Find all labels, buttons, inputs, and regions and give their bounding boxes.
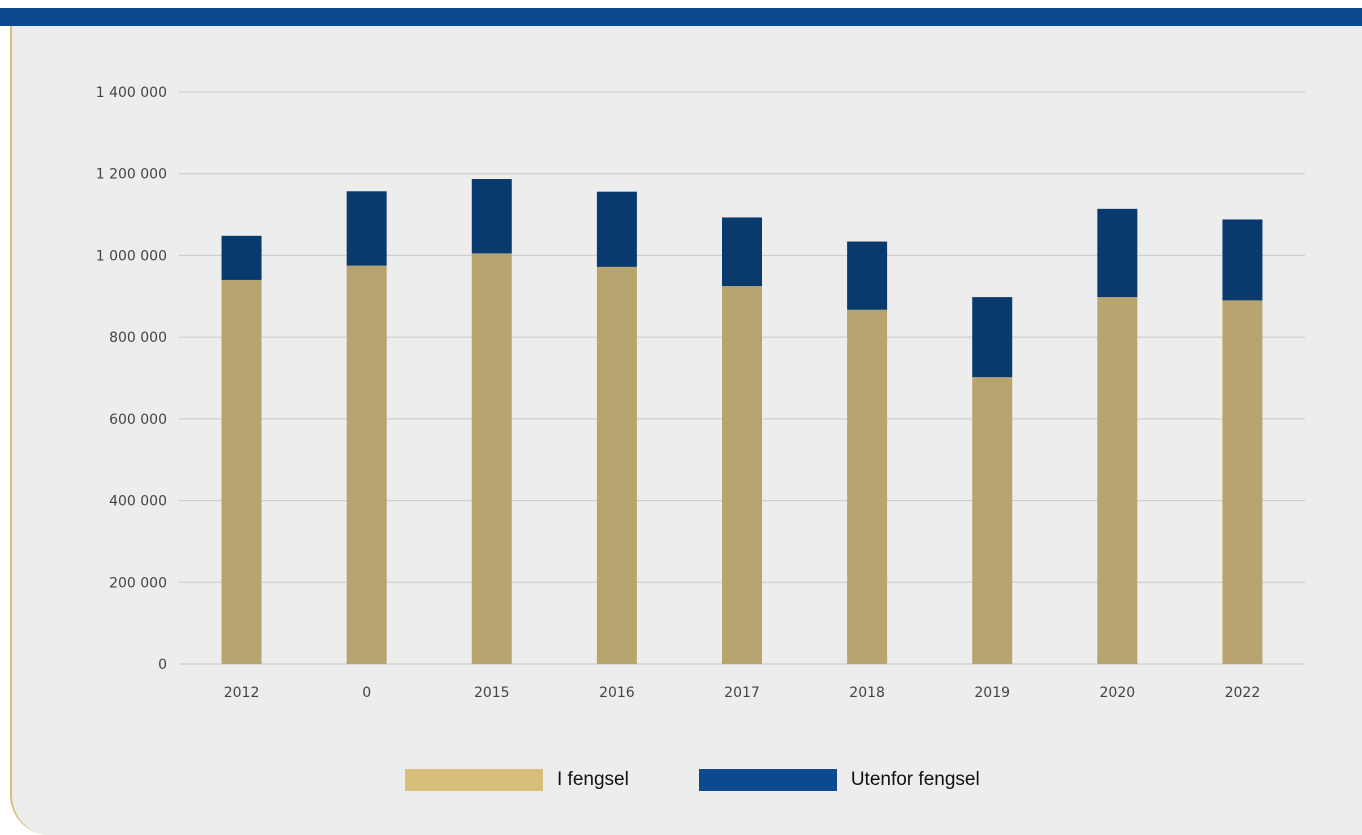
bar-i-fengsel: [972, 377, 1013, 664]
bar-utenfor-fengsel: [847, 241, 888, 310]
bar-utenfor-fengsel: [722, 217, 762, 287]
bar-i-fengsel: [1222, 300, 1263, 664]
bar-i-fengsel: [596, 266, 637, 664]
bar-i-fengsel: [722, 286, 762, 664]
legend-swatch-i-fengsel: [405, 769, 543, 791]
y-tick-label: 1 200 000: [96, 167, 167, 183]
x-tick-label: 2019: [974, 685, 1010, 701]
header-band: [0, 0, 1362, 26]
chart-legend: I fengsel Utenfor fengsel: [405, 769, 1050, 791]
bar-utenfor-fengsel: [1097, 208, 1138, 298]
x-tick-label: 2016: [599, 685, 635, 701]
legend-swatch-utenfor-fengsel: [698, 769, 837, 791]
y-tick-label: 1 400 000: [96, 85, 167, 101]
x-tick-label: 2022: [1225, 685, 1261, 701]
legend-label-i-fengsel: I fengsel: [557, 769, 629, 790]
bar-utenfor-fengsel: [346, 191, 387, 266]
bar-utenfor-fengsel: [972, 297, 1013, 378]
bar-utenfor-fengsel: [1222, 219, 1263, 301]
x-tick-label: 0: [362, 685, 371, 701]
bar-utenfor-fengsel: [596, 191, 637, 267]
bar-i-fengsel: [847, 309, 888, 664]
legend-item-utenfor-fengsel: Utenfor fengsel: [698, 769, 980, 791]
bar-utenfor-fengsel: [471, 179, 512, 254]
y-tick-label: 200 000: [109, 575, 167, 591]
bar-utenfor-fengsel: [221, 235, 262, 280]
y-tick-label: 800 000: [109, 330, 167, 346]
bar-i-fengsel: [346, 265, 387, 664]
y-tick-label: 600 000: [109, 412, 167, 428]
legend-item-i-fengsel: I fengsel: [405, 769, 629, 791]
header-accent-bar: [0, 8, 1362, 26]
x-tick-label: 2015: [474, 685, 510, 701]
bar-i-fengsel: [221, 279, 262, 664]
x-tick-label: 2020: [1100, 685, 1136, 701]
x-tick-label: 2012: [224, 685, 260, 701]
y-tick-label: 400 000: [109, 494, 167, 510]
x-tick-label: 2018: [849, 685, 885, 701]
y-tick-label: 0: [158, 657, 167, 673]
y-tick-label: 1 000 000: [96, 248, 167, 264]
x-tick-label: 2017: [724, 685, 760, 701]
legend-label-utenfor-fengsel: Utenfor fengsel: [850, 769, 980, 790]
bar-i-fengsel: [1097, 297, 1138, 664]
bar-i-fengsel: [471, 253, 512, 664]
